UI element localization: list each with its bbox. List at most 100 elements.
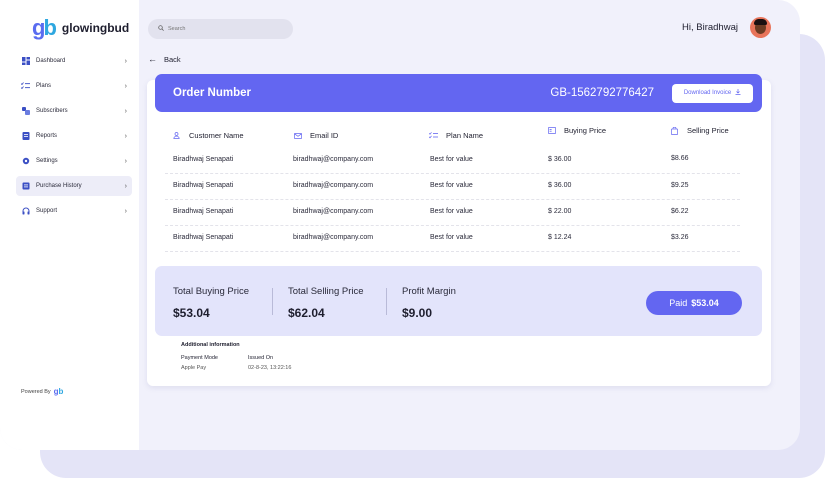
- cell-plan-name: Best for value: [430, 156, 473, 163]
- cell-selling-price: $6.22: [671, 208, 689, 215]
- cell-buying-price: $ 12.24: [548, 234, 572, 241]
- table-row: Biradhwaj Senapati biradhwaj@company.com…: [165, 200, 740, 226]
- cell-buying-price: $ 36.00: [548, 156, 572, 163]
- chevron-right-icon: ›: [124, 182, 127, 190]
- profit-margin-value: $9.00: [402, 306, 433, 320]
- sidebar-nav: Dashboard › Plans › Subscribers ›: [16, 51, 132, 226]
- column-header-email-id: Email ID: [293, 131, 338, 140]
- sidebar-item-reports[interactable]: Reports ›: [16, 126, 132, 146]
- sidebar-item-label: Support: [36, 208, 58, 214]
- order-title: Order Number: [173, 87, 251, 99]
- price-tag-icon: [547, 127, 556, 134]
- checklist-icon: [21, 82, 30, 91]
- download-icon: [735, 89, 741, 97]
- summary-divider: [272, 288, 273, 315]
- sidebar: g b glowingbud Dashboard › Plan: [0, 0, 139, 450]
- column-header-label: Selling Price: [687, 126, 729, 135]
- profit-margin: Profit Margin $9.00: [402, 286, 456, 320]
- search-bar[interactable]: [148, 19, 293, 39]
- payment-mode: Payment Mode Apple Pay: [181, 355, 248, 371]
- avatar-face: [755, 21, 766, 34]
- dashboard-grid-icon: [21, 57, 30, 66]
- cell-customer-name: Biradhwaj Senapati: [173, 156, 234, 163]
- back-label: Back: [164, 54, 181, 64]
- download-invoice-button[interactable]: Download Invoice: [672, 83, 753, 103]
- cell-customer-name: Biradhwaj Senapati: [173, 182, 234, 189]
- cell-customer-name: Biradhwaj Senapati: [173, 208, 234, 215]
- history-icon: [21, 182, 30, 191]
- sidebar-item-settings[interactable]: Settings ›: [16, 151, 132, 171]
- issued-on: Issued On 02-8-23, 13:22:16: [248, 355, 315, 371]
- cell-selling-price: $3.26: [671, 234, 689, 241]
- subscribers-icon: [21, 107, 30, 116]
- sidebar-item-label: Settings: [36, 158, 58, 164]
- cell-email: biradhwaj@company.com: [293, 182, 374, 189]
- chevron-right-icon: ›: [124, 82, 127, 90]
- cell-plan-name: Best for value: [430, 234, 473, 241]
- cell-buying-price: $ 36.00: [548, 182, 572, 189]
- logo-mark-g: g: [32, 15, 46, 40]
- cell-customer-name: Biradhwaj Senapati: [173, 234, 234, 241]
- chevron-right-icon: ›: [124, 107, 127, 115]
- payment-mode-label: Payment Mode: [181, 355, 218, 361]
- sidebar-item-dashboard[interactable]: Dashboard ›: [16, 51, 132, 71]
- gear-icon: [21, 157, 30, 166]
- app-window: g b glowingbud Dashboard › Plan: [0, 0, 800, 450]
- sidebar-item-label: Purchase History: [36, 183, 82, 189]
- order-header: Order Number GB-1562792776427 Download I…: [155, 74, 762, 112]
- cell-email: biradhwaj@company.com: [293, 234, 374, 241]
- powered-by: Powered By gb: [21, 387, 63, 396]
- sidebar-item-label: Plans: [36, 83, 52, 89]
- avatar[interactable]: [750, 17, 771, 38]
- reports-icon: [21, 132, 30, 141]
- column-header-label: Buying Price: [564, 126, 607, 135]
- headphones-icon: [21, 207, 30, 216]
- search-input[interactable]: [168, 26, 278, 32]
- sidebar-item-subscribers[interactable]: Subscribers ›: [16, 101, 132, 121]
- total-selling-price: Total Selling Price $62.04: [288, 286, 364, 320]
- column-header-customer-name: Customer Name: [172, 131, 244, 140]
- cell-selling-price: $8.66: [671, 155, 689, 162]
- issued-on-value: 02-8-23, 13:22:16: [248, 365, 292, 371]
- search-icon: [158, 25, 164, 33]
- user-icon: [172, 132, 181, 139]
- column-header-buying-price: Buying Price: [547, 126, 606, 135]
- issued-on-label: Issued On: [248, 355, 274, 361]
- total-selling-price-label: Total Selling Price: [288, 286, 364, 297]
- paid-status-button[interactable]: Paid $53.04: [646, 291, 742, 315]
- sidebar-item-plans[interactable]: Plans ›: [16, 76, 132, 96]
- additional-information-title: Additional information: [181, 342, 240, 348]
- total-buying-price-label: Total Buying Price: [173, 286, 250, 297]
- brand-name: glowingbud: [61, 21, 130, 35]
- avatar-hair: [754, 19, 767, 25]
- download-invoice-label: Download Invoice: [683, 90, 732, 96]
- cell-email: biradhwaj@company.com: [293, 208, 374, 215]
- paid-label: Paid: [669, 298, 688, 308]
- order-number: GB-1562792776427: [550, 87, 654, 99]
- user-greeting: Hi, Biradhwaj: [682, 22, 738, 33]
- total-selling-price-value: $62.04: [288, 306, 325, 320]
- sidebar-item-label: Reports: [36, 133, 58, 139]
- table-row: Biradhwaj Senapati biradhwaj@company.com…: [165, 226, 740, 252]
- additional-information: Additional information Payment Mode Appl…: [181, 342, 315, 371]
- sidebar-item-support[interactable]: Support ›: [16, 201, 132, 221]
- cell-selling-price: $9.25: [671, 182, 689, 189]
- column-header-label: Email ID: [310, 131, 339, 140]
- cell-email: biradhwaj@company.com: [293, 156, 374, 163]
- column-header-label: Customer Name: [189, 131, 244, 140]
- paid-amount: $53.04: [691, 298, 719, 308]
- payment-mode-value: Apple Pay: [181, 365, 207, 371]
- additional-information-grid: Payment Mode Apple Pay Issued On 02-8-23…: [181, 355, 315, 371]
- chevron-right-icon: ›: [124, 207, 127, 215]
- column-header-selling-price: Selling Price: [670, 126, 729, 135]
- mini-logo-icon: gb: [54, 387, 64, 396]
- sidebar-item-label: Dashboard: [36, 58, 66, 64]
- sidebar-item-purchase-history[interactable]: Purchase History ›: [16, 176, 132, 196]
- brand-logo[interactable]: g b glowingbud: [32, 15, 130, 40]
- summary-divider: [386, 288, 387, 315]
- back-link[interactable]: ← Back: [148, 54, 181, 64]
- mini-logo-g: g: [53, 387, 59, 396]
- table-row: Biradhwaj Senapati biradhwaj@company.com…: [165, 148, 740, 174]
- sidebar-item-label: Subscribers: [36, 108, 68, 114]
- logo-mark-b: b: [43, 15, 57, 40]
